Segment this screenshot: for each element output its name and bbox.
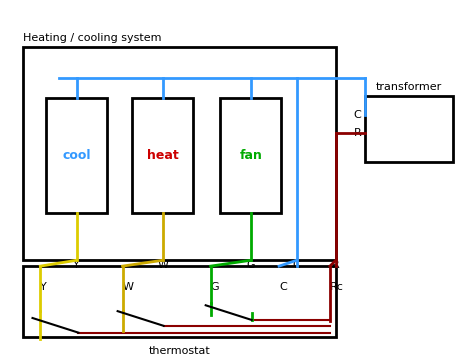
- Bar: [46, 98, 107, 213]
- Text: Y: Y: [73, 260, 80, 270]
- Text: C: C: [279, 282, 287, 292]
- Text: C: C: [354, 110, 361, 120]
- Bar: [23, 47, 336, 260]
- Text: R: R: [354, 128, 361, 138]
- Text: Heating / cooling system: Heating / cooling system: [23, 33, 161, 43]
- Text: W: W: [122, 282, 134, 292]
- Text: R: R: [332, 260, 340, 270]
- Text: G: G: [246, 260, 255, 270]
- Text: Rc: Rc: [330, 282, 344, 292]
- Text: transformer: transformer: [376, 82, 442, 92]
- Text: C: C: [293, 260, 301, 270]
- Bar: [365, 96, 453, 162]
- Bar: [132, 98, 193, 213]
- Text: Y: Y: [40, 282, 47, 292]
- Text: W: W: [157, 260, 168, 270]
- Text: fan: fan: [239, 149, 262, 162]
- Bar: [23, 266, 336, 337]
- Bar: [220, 98, 281, 213]
- Text: thermostat: thermostat: [148, 346, 210, 356]
- Text: cool: cool: [62, 149, 91, 162]
- Text: G: G: [210, 282, 219, 292]
- Text: heat: heat: [147, 149, 179, 162]
